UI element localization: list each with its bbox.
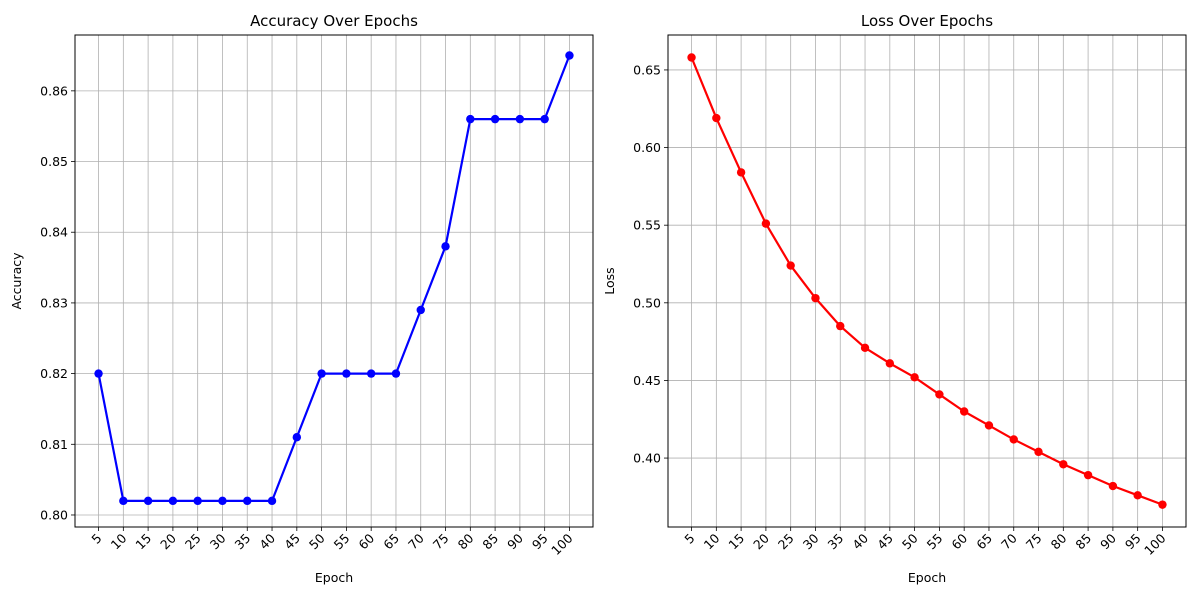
accuracy-data-point [342,369,351,378]
accuracy-grid [75,35,593,527]
accuracy-y-tick-label: 0.85 [40,154,68,169]
accuracy-data-point [168,496,178,506]
accuracy-y-tick-label: 0.83 [40,295,68,310]
accuracy-data-point [515,114,525,124]
loss-data-point [836,321,845,331]
loss-data-point [786,261,795,270]
loss-data-point [1059,460,1068,469]
accuracy-data-point [218,496,227,506]
loss-y-tick-label: 0.45 [633,373,661,388]
loss-y-ticks: 0.40 0.45 0.50 0.55 0.60 0.65 [633,62,668,466]
loss-data-point [1108,481,1118,491]
loss-data-point [1009,435,1018,444]
accuracy-y-axis-label: Accuracy [9,252,24,310]
loss-data-point [860,343,870,353]
accuracy-data-point [565,51,574,60]
loss-data-point [1034,447,1043,457]
loss-data-point [761,219,771,228]
accuracy-data-point [143,496,153,506]
accuracy-data-point [441,242,450,251]
accuracy-data-point [317,369,326,378]
accuracy-chart-panel: 5 10 15 20 25 30 35 40 45 50 55 60 65 70 75 80 85 90 95100… [9,12,594,585]
loss-data-point [1133,491,1142,500]
loss-y-tick-label: 0.65 [633,62,661,77]
accuracy-data-point [391,369,401,378]
accuracy-data-point [267,496,277,506]
accuracy-chart-title: Accuracy Over Epochs [250,12,418,30]
accuracy-y-tick-label: 0.86 [40,83,68,98]
loss-y-axis-label: Loss [602,267,617,294]
accuracy-data-point [490,114,500,124]
accuracy-y-tick-label: 0.80 [40,507,68,522]
accuracy-data-point [193,496,202,506]
loss-series-line [690,57,1163,506]
accuracy-y-tick-label: 0.84 [40,225,68,240]
loss-data-point [712,113,721,123]
accuracy-x-axis-label: Epoch [315,570,353,585]
loss-x-axis-label: Epoch [908,570,946,585]
accuracy-axes-frame [74,34,594,528]
loss-data-point [687,53,696,62]
loss-data-point [885,359,895,368]
loss-y-tick-label: 0.55 [633,218,661,233]
accuracy-y-tick-label: 0.82 [40,366,68,381]
accuracy-data-point [243,496,252,506]
loss-y-tick-label: 0.40 [633,451,661,466]
loss-y-tick-label: 0.60 [633,140,661,155]
loss-y-tick-label: 0.50 [633,295,661,310]
loss-data-point [910,373,919,382]
loss-data-point [959,407,969,416]
loss-data-point [1083,470,1093,480]
loss-axes-frame [667,34,1187,528]
accuracy-series [94,51,574,506]
loss-data-point [1158,500,1167,509]
accuracy-data-point [540,114,549,124]
accuracy-data-point [94,369,103,378]
loss-chart-title: Loss Over Epochs [861,12,993,30]
accuracy-y-tick-label: 0.81 [40,437,68,452]
loss-data-point [736,168,746,177]
accuracy-data-point [119,496,128,506]
accuracy-data-point [366,369,376,378]
accuracy-data-point [292,433,302,442]
loss-data-point [984,421,994,430]
loss-series [687,53,1167,509]
accuracy-data-point [466,114,475,124]
loss-data-point [935,390,944,399]
loss-data-point [811,293,820,303]
accuracy-data-point [416,305,425,315]
accuracy-y-ticks: 0.80 0.81 0.82 0.83 0.84 0.85 0.86 [40,83,75,522]
